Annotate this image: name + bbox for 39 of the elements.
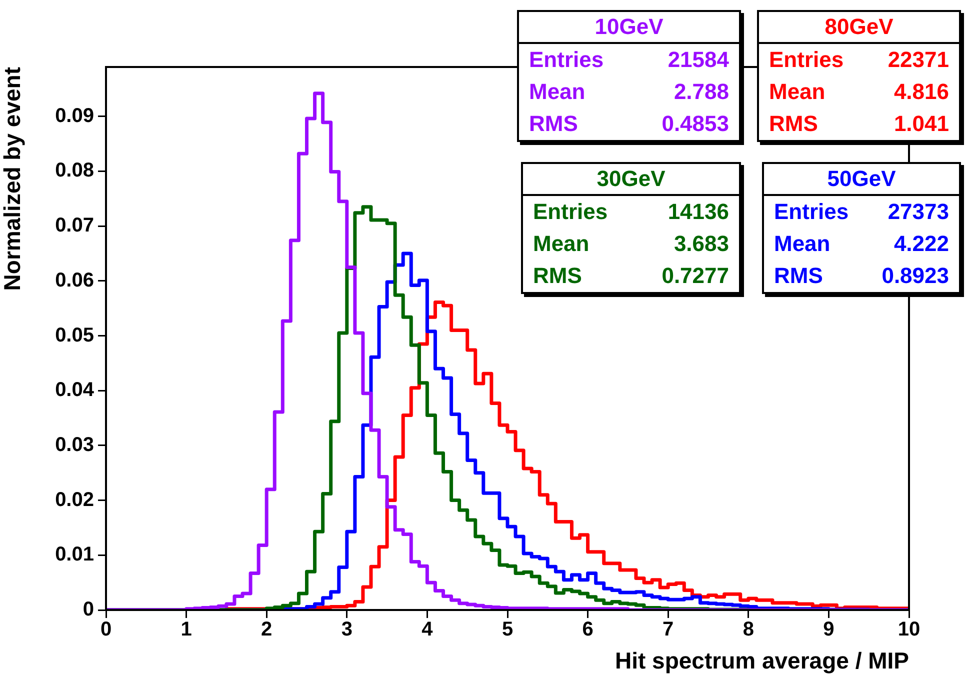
x-tick-label: 7	[662, 618, 674, 641]
y-tick-label: 0.05	[55, 324, 94, 346]
text: Mean 4.816	[769, 79, 949, 104]
text: 80GeV	[759, 12, 959, 44]
y-tick-label: 0.03	[55, 434, 94, 456]
x-tick-label: 9	[823, 618, 834, 641]
text: Mean 4.222	[774, 231, 949, 256]
y-tick-label: 0.08	[55, 160, 94, 182]
x-tick-label: 5	[502, 618, 514, 641]
text: RMS 0.7277	[533, 263, 729, 288]
y-tick-label: 0.07	[55, 214, 94, 237]
text: Mean 2.788	[529, 79, 729, 104]
y-tick-label: 0.09	[55, 104, 94, 127]
x-tick-label: 0	[100, 618, 112, 641]
x-tick-label: 2	[261, 618, 272, 641]
x-tick-label: 6	[582, 618, 594, 641]
x-tick-label: 3	[341, 618, 352, 641]
text: 10GeV	[519, 12, 739, 44]
x-axis-title: Hit spectrum average / MIP	[615, 648, 909, 674]
x-tick-label: 8	[742, 618, 754, 641]
y-axis-title: Normalized by event	[0, 66, 26, 291]
y-tick-label: 0	[82, 598, 94, 621]
y-tick-label: 0.01	[55, 544, 94, 566]
text: Entries 14136	[533, 199, 729, 224]
text: Mean 3.683	[533, 231, 729, 256]
text: RMS 0.8923	[774, 263, 949, 288]
y-tick-label: 0.02	[55, 488, 94, 511]
x-tick-label: 1	[180, 618, 192, 641]
text: 30GeV	[523, 164, 739, 196]
x-tick-label: 4	[422, 618, 434, 641]
text: Entries 27373	[774, 199, 949, 224]
text: RMS 1.041	[769, 111, 949, 136]
y-tick-label: 0.06	[55, 269, 94, 292]
text: RMS 0.4853	[529, 111, 729, 136]
text: Entries 22371	[769, 47, 949, 72]
text: 50GeV	[764, 164, 959, 196]
text: Entries 21584	[529, 47, 729, 72]
x-tick-label: 10	[898, 618, 920, 641]
y-tick-label: 0.04	[55, 379, 95, 402]
